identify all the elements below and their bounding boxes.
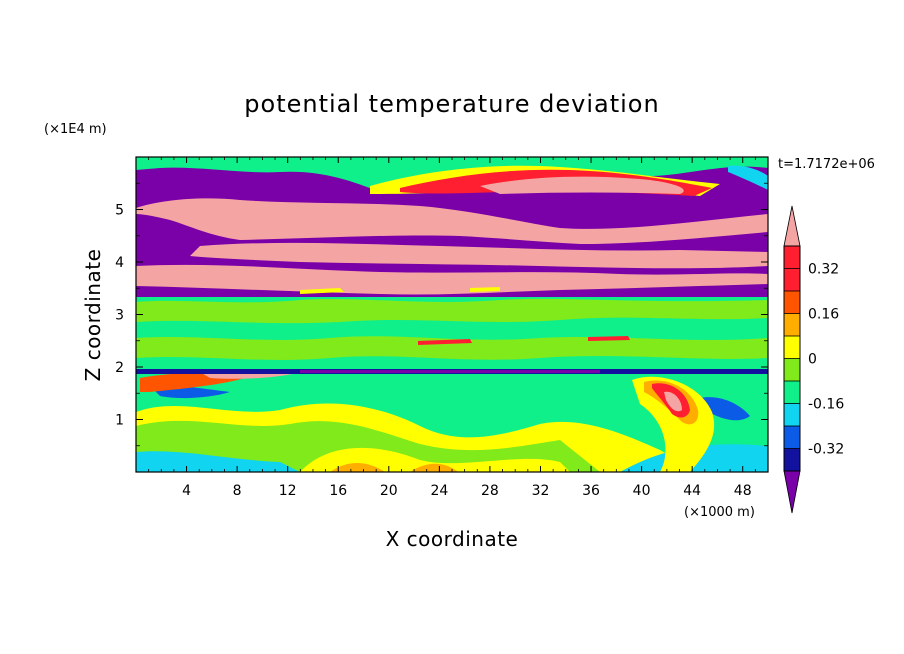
colorbar-segment: [784, 313, 800, 336]
colorbar-tick-label: 0: [808, 352, 817, 368]
x-tick-label: 44: [683, 483, 701, 499]
time-label: t=1.7172e+06: [778, 157, 875, 172]
upper-jet-pink: [480, 176, 684, 194]
x-tick-label: 24: [430, 483, 448, 499]
mid-layer-green-patches-2: [136, 336, 768, 360]
warm-layer-2: [190, 242, 768, 269]
right-pink-core: [664, 391, 682, 412]
colorbar-frame: [783, 245, 801, 472]
colorbar-segment: [784, 448, 800, 471]
x-tick-label: 32: [532, 483, 550, 499]
y-axis: 1 2 3 4 5: [115, 182, 768, 447]
x-tick-label: 40: [633, 483, 651, 499]
chart-title: potential temperature deviation: [244, 90, 659, 118]
cold-boundary-core: [300, 370, 600, 373]
x-tick-label: 20: [380, 483, 398, 499]
colorbar-tick-label: 0.16: [808, 307, 839, 323]
colorbar-tick-label: -0.32: [808, 442, 844, 458]
x-tick-label: 16: [329, 483, 347, 499]
colorbar-segment: [784, 381, 800, 404]
y-tick-label: 5: [115, 203, 124, 219]
y-tick-label: 4: [115, 255, 124, 271]
x-tick-label: 8: [233, 483, 242, 499]
lower-green-swirl: [136, 420, 600, 472]
x-tick-label: 4: [182, 483, 191, 499]
mid-layer-red-streak: [418, 336, 630, 345]
warm-layer-3: [136, 264, 768, 295]
right-cold-swirl: [700, 397, 750, 421]
x-tick-label: 28: [481, 483, 499, 499]
upper-cold-cyan: [728, 165, 768, 190]
colorbar-segment: [784, 336, 800, 359]
colorbar-segment: [784, 426, 800, 449]
y-tick-label: 3: [115, 308, 124, 324]
y-tick-label: 1: [115, 413, 124, 429]
x-tick-label: 36: [582, 483, 600, 499]
colorbar-segment: [784, 403, 800, 426]
colorbar-tick-label: -0.16: [808, 397, 844, 413]
colorbar-extend-high: [783, 205, 801, 247]
x-axis-label: X coordinate: [386, 527, 519, 551]
colorbar-tick-label: 0.32: [808, 262, 839, 278]
colorbar-extend-low: [783, 470, 801, 514]
warm-layer-1: [136, 198, 768, 244]
y-unit-label: (×1E4 m): [44, 122, 107, 137]
colorbar-segment: [784, 358, 800, 381]
colorbar-segment: [784, 246, 800, 269]
colorbar: -0.32 -0.16 0 0.16 0.32: [783, 205, 844, 514]
contour-plot-area: [136, 157, 768, 472]
colorbar-segment: [784, 268, 800, 291]
x-axis: 4 8 12 16 20 24 28 32 36 40 44 48: [148, 157, 756, 499]
colorbar-segment: [784, 291, 800, 314]
mid-layer-green-patches: [136, 298, 768, 324]
x-tick-label: 48: [734, 483, 752, 499]
y-tick-label: 2: [115, 360, 124, 376]
warm-layer-3-highlight: [300, 287, 500, 294]
y-axis-label: Z coordinate: [81, 249, 105, 382]
lower-orange-core: [330, 462, 458, 472]
x-tick-label: 12: [279, 483, 297, 499]
x-unit-label: (×1000 m): [684, 505, 755, 520]
